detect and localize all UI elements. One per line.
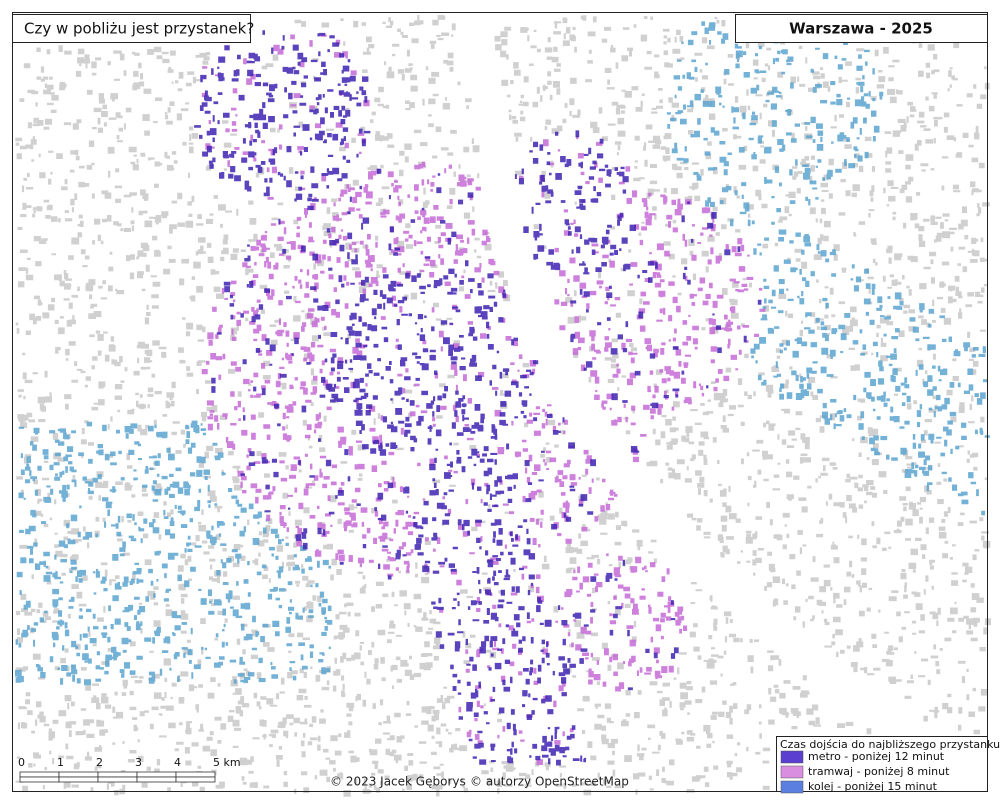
scale-label: 1 [57, 756, 64, 769]
legend-label: metro - poniżej 12 minut [808, 750, 945, 763]
scale-label: 3 [135, 756, 142, 769]
map-frame [12, 12, 988, 792]
scale-segment [136, 776, 177, 783]
scale-segment [58, 776, 99, 783]
scale-label: 2 [96, 756, 103, 769]
buildings-kolej [15, 15, 990, 686]
credit: © autorzy OpenStreetMap [470, 775, 629, 789]
scale-label: 5 km [213, 756, 241, 769]
legend-items: metro - poniżej 12 minut tramwaj - poniże… [780, 750, 950, 794]
legend-label: tramwaj - poniżej 8 minut [808, 765, 950, 778]
buildings [15, 15, 992, 797]
legend-title: Czas dojścia do najbliższego przystanku [780, 738, 1000, 751]
legend-box [776, 736, 988, 792]
scale-segment [19, 771, 60, 778]
city-year: Warszawa - 2025 [789, 20, 933, 38]
legend-swatch [780, 780, 804, 794]
scale-label: 4 [174, 756, 181, 769]
scale-segment [175, 771, 216, 778]
scale-segment [97, 776, 138, 783]
scale-label: 0 [18, 756, 25, 769]
title-box [12, 14, 251, 43]
legend-swatch [780, 750, 804, 764]
credit: © 2023 Jacek Gęborys [330, 775, 466, 789]
scale-segment [136, 771, 177, 778]
scale-bar: 0 1 2 3 4 5 km [18, 756, 241, 783]
legend-swatch [780, 765, 804, 779]
legend-label: kolej - poniżej 15 minut [808, 780, 938, 793]
scale-segment [58, 771, 99, 778]
scale-segment [175, 776, 216, 783]
city-box [735, 14, 988, 43]
map-title: Czy w pobliżu jest przystanek? [24, 20, 254, 38]
scale-segment [97, 771, 138, 778]
scale-segment [19, 776, 60, 783]
